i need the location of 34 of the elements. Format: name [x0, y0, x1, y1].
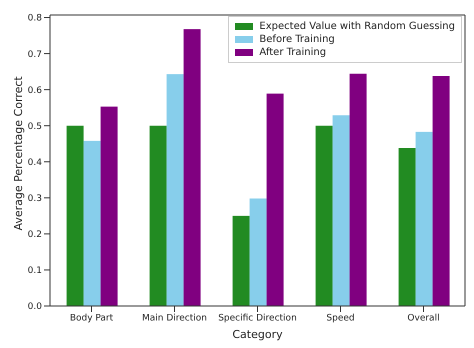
y-tick-label: 0.8	[28, 14, 42, 24]
y-tick-label: 0.6	[28, 86, 42, 96]
legend-label: Before Training	[259, 33, 335, 46]
y-tick-label: 0.3	[28, 194, 42, 204]
y-axis-title: Average Percentage Correct	[12, 76, 25, 230]
y-tick-label: 0.4	[28, 158, 42, 168]
y-tick-label: 0.5	[28, 122, 42, 132]
x-tick-label: Speed	[326, 313, 355, 324]
bar	[232, 216, 250, 306]
bar	[398, 148, 416, 306]
legend-label: After Training	[259, 46, 326, 59]
y-tick-label: 0.1	[28, 266, 42, 276]
bar	[184, 29, 201, 306]
bar	[166, 74, 184, 306]
bar	[332, 115, 350, 306]
bar	[416, 132, 433, 306]
bar	[432, 76, 450, 306]
bar	[250, 198, 267, 306]
bar	[84, 140, 101, 306]
bar	[316, 126, 333, 306]
bar	[266, 94, 284, 306]
bar	[66, 126, 84, 306]
bar	[150, 126, 167, 306]
y-tick-label: 0.7	[28, 50, 42, 60]
bar	[350, 74, 367, 306]
bar	[100, 106, 118, 306]
x-axis-title: Category	[232, 328, 284, 341]
x-tick-label: Overall	[407, 313, 440, 324]
x-tick-label: Main Direction	[142, 313, 208, 324]
x-tick-label: Body Part	[70, 313, 114, 324]
y-tick-label: 0.0	[28, 302, 42, 312]
legend-label: Expected Value with Random Guessing	[259, 20, 455, 33]
y-tick-label: 0.2	[28, 230, 42, 240]
x-tick-label: Specific Direction	[218, 313, 297, 324]
